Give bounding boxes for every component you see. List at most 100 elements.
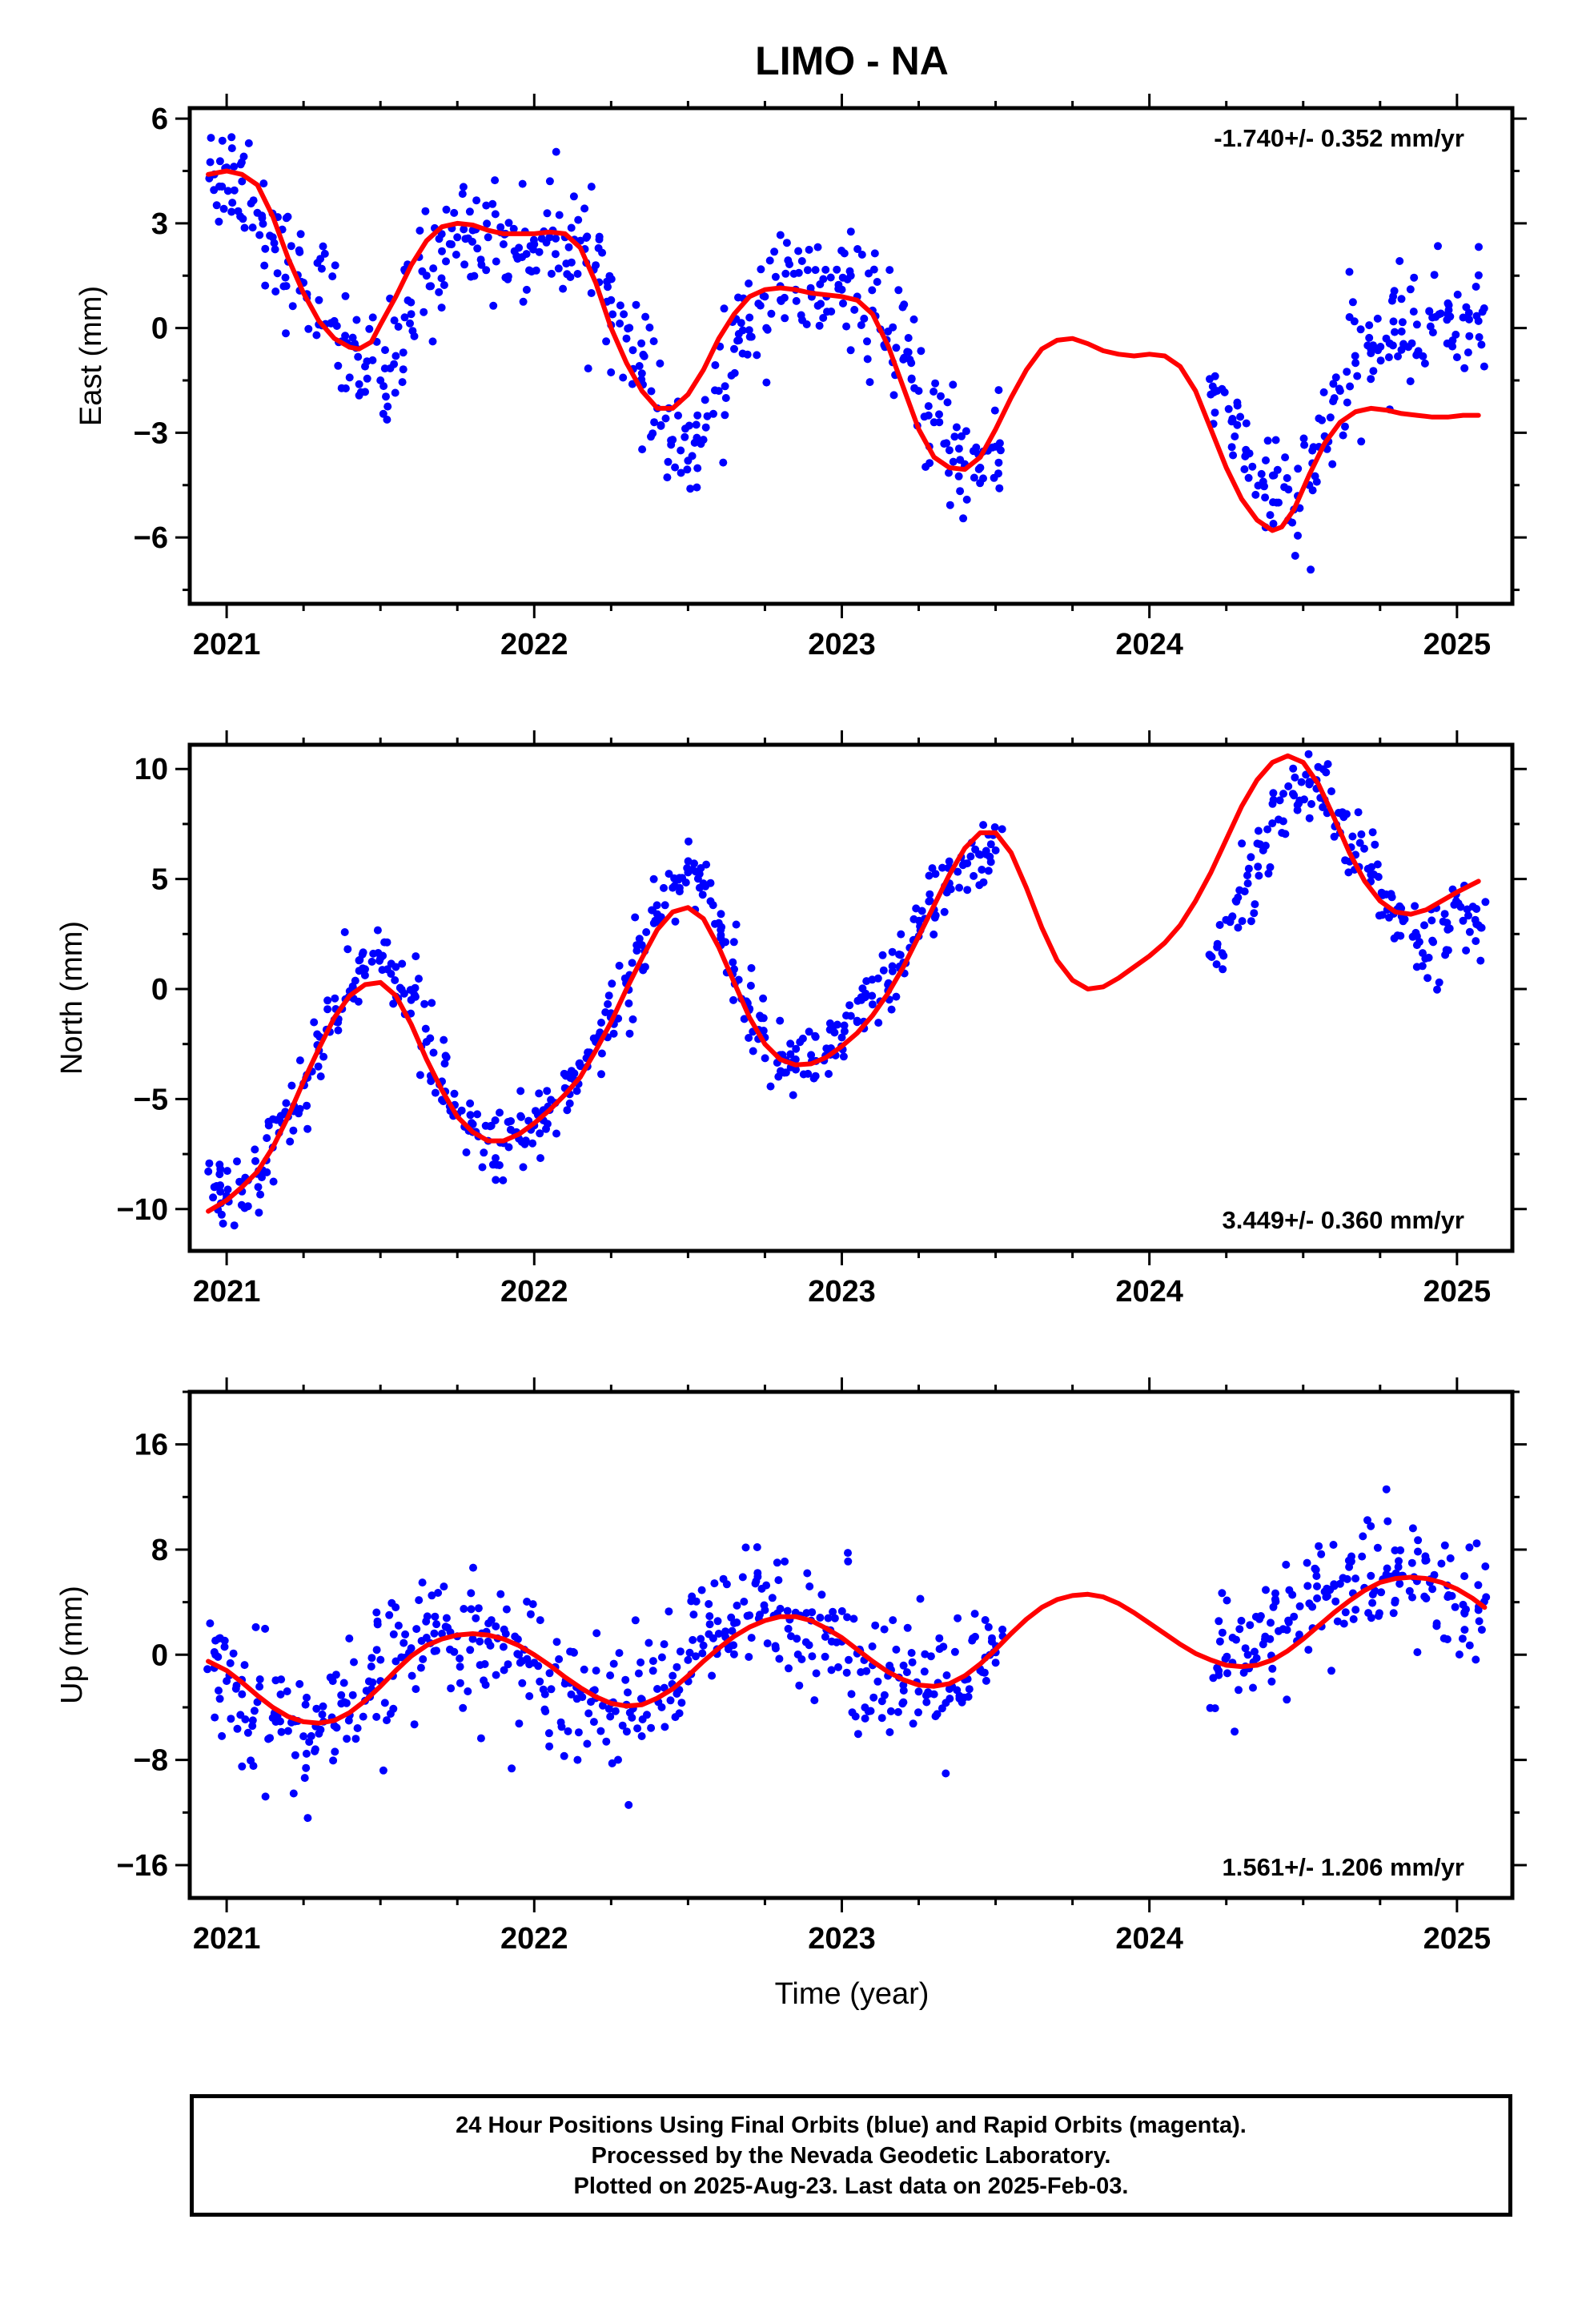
data-point (604, 283, 612, 292)
data-point (889, 391, 898, 400)
data-point (1446, 1554, 1455, 1562)
data-point (390, 360, 399, 368)
data-point (1319, 803, 1327, 811)
data-point (466, 1099, 475, 1108)
data-point (735, 336, 743, 344)
data-point (1427, 916, 1436, 925)
data-point (552, 1129, 560, 1138)
data-point (464, 1687, 472, 1695)
data-point (942, 1671, 951, 1679)
data-point (1314, 762, 1323, 771)
data-point (391, 388, 400, 397)
data-point (584, 364, 592, 373)
data-point (587, 289, 596, 297)
data-point (1426, 322, 1435, 331)
data-point (843, 1613, 852, 1622)
data-point (963, 886, 972, 895)
y-tick-label: −5 (134, 1083, 168, 1116)
data-point (826, 273, 835, 282)
data-point (476, 1637, 484, 1646)
data-point (845, 267, 854, 275)
data-point (287, 1081, 296, 1090)
data-point (938, 863, 946, 872)
data-point (950, 1647, 959, 1656)
data-point (368, 356, 377, 364)
data-point (1215, 1617, 1223, 1626)
data-point (1399, 917, 1407, 926)
data-point (341, 292, 350, 300)
data-point (341, 384, 350, 392)
data-point (753, 351, 761, 360)
data-point (1408, 1524, 1417, 1533)
data-point (1271, 436, 1280, 444)
data-point (452, 251, 460, 259)
data-point (209, 1193, 218, 1202)
data-point (1308, 1602, 1317, 1611)
data-point (1350, 317, 1359, 326)
x-tick-label: 2021 (193, 628, 261, 661)
data-point (244, 139, 253, 147)
data-point (1235, 1625, 1244, 1634)
data-point (310, 1018, 319, 1027)
data-point (1373, 1543, 1382, 1552)
data-point (1465, 1641, 1474, 1650)
data-point (572, 1087, 581, 1096)
data-point (499, 240, 508, 248)
data-point (1345, 267, 1354, 276)
data-point (1391, 1569, 1400, 1578)
data-point (594, 243, 603, 252)
data-point (411, 983, 420, 992)
data-point (1456, 903, 1465, 911)
data-point (775, 1655, 784, 1663)
y-axis-label: East (mm) (74, 286, 108, 426)
data-point (1331, 1597, 1340, 1606)
data-point (520, 1140, 529, 1148)
data-point (1268, 799, 1277, 808)
data-point (728, 1626, 737, 1635)
data-point (295, 1679, 304, 1688)
data-point (753, 1543, 761, 1551)
data-point (945, 857, 954, 866)
data-point (1478, 308, 1487, 316)
data-point (762, 378, 771, 387)
data-point (747, 332, 756, 341)
data-point (250, 1707, 259, 1715)
data-point (637, 1732, 646, 1740)
data-point (1266, 1634, 1275, 1643)
data-point (239, 152, 248, 161)
data-point (885, 266, 894, 275)
data-point (1359, 1532, 1367, 1541)
data-point (329, 1756, 338, 1765)
data-point (1290, 1612, 1299, 1621)
data-point (909, 1719, 917, 1728)
data-point (248, 1722, 257, 1731)
data-point (713, 1617, 722, 1626)
data-point (1474, 271, 1483, 279)
data-point (391, 1657, 400, 1666)
data-point (1243, 1651, 1252, 1659)
data-point (315, 296, 323, 304)
data-point (697, 864, 705, 872)
data-point (1232, 1635, 1240, 1644)
data-point (1244, 473, 1253, 482)
data-point (1328, 460, 1337, 468)
data-point (781, 314, 789, 323)
data-point (952, 423, 961, 432)
data-point (862, 1667, 871, 1675)
data-point (729, 938, 738, 947)
data-point (354, 997, 363, 1006)
data-point (660, 1640, 669, 1649)
data-point (1346, 382, 1355, 391)
data-point (460, 225, 468, 234)
y-tick-label: 3 (151, 207, 168, 241)
data-point (924, 411, 933, 420)
data-point (1389, 317, 1398, 326)
data-point (697, 440, 705, 448)
data-point (526, 242, 535, 251)
data-point (759, 292, 768, 300)
data-point (959, 1693, 968, 1702)
data-point (385, 1610, 394, 1619)
data-point (1223, 1596, 1231, 1605)
data-point (212, 201, 221, 210)
data-point (786, 1050, 795, 1059)
